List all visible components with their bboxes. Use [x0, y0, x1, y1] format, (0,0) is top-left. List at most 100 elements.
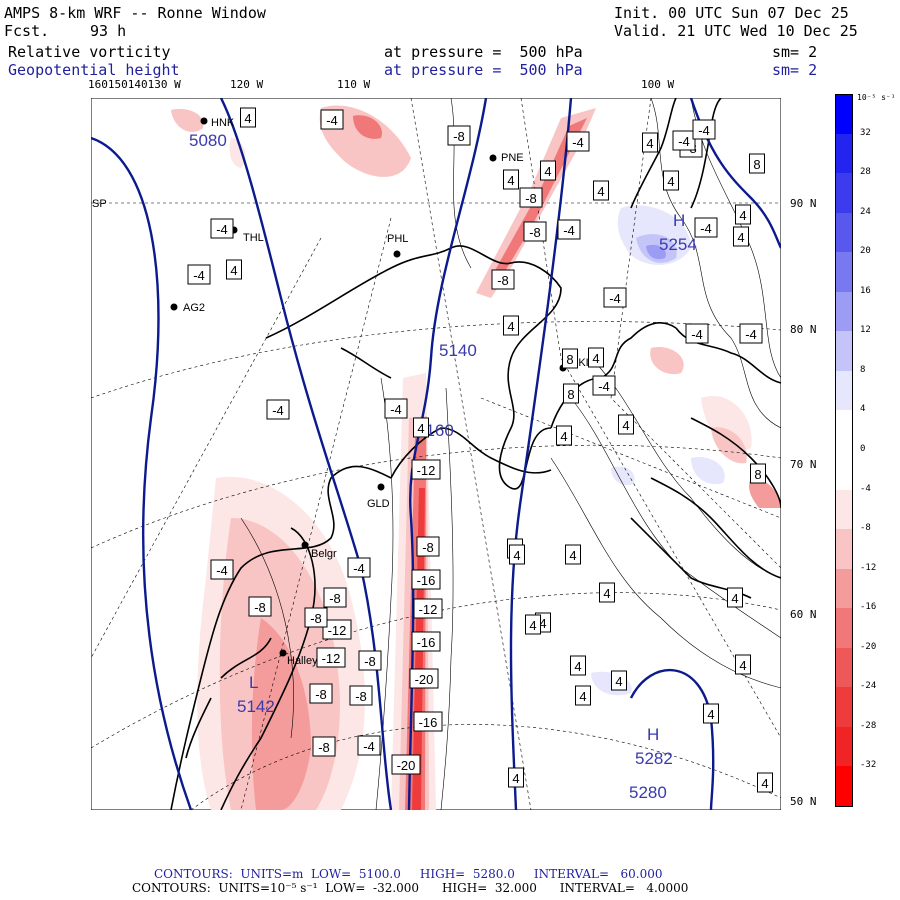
vorticity-label-box [694, 217, 718, 238]
vorticity-label: 4 [707, 707, 714, 722]
vorticity-label: -20 [415, 672, 434, 687]
lat-label: 80 N [790, 323, 817, 336]
station-label: Halley [287, 655, 318, 667]
vorticity-label: -12 [419, 602, 438, 617]
vorticity-label-box [316, 647, 346, 668]
vorticity-label-box [413, 711, 443, 732]
vorticity-label-box [210, 559, 234, 580]
vorticity-label-box [618, 414, 634, 435]
height-label: 5254 [659, 235, 697, 254]
vorticity-label: 4 [539, 616, 546, 631]
lon-label: 110 W [337, 78, 371, 91]
vorticity-label: 4 [560, 429, 567, 444]
scale-cell [835, 331, 853, 371]
vorticity-label-box [735, 204, 751, 225]
vorticity-label: -4 [216, 222, 228, 237]
vorticity-label: -8 [422, 540, 434, 555]
vorticity-label-box [409, 668, 439, 689]
scale-tick-label: -8 [860, 523, 871, 534]
scale-tick-label: 32 [860, 127, 871, 138]
scale-tick-label: -16 [860, 602, 877, 613]
field2-pressure: at pressure = 500 hPa [384, 61, 583, 79]
vorticity-label: -12 [322, 651, 341, 666]
vorticity-label-box [411, 631, 441, 652]
vorticity-label: 4 [622, 418, 629, 433]
scale-cell [835, 291, 853, 332]
vorticity-label-box [557, 219, 581, 240]
scale-tick-label: 8 [860, 364, 866, 375]
scale-tick-label: -24 [860, 681, 877, 692]
vorticity-label-box [508, 767, 524, 788]
height-label: 5280 [629, 783, 667, 802]
vorticity-label-box [575, 685, 591, 706]
scale-cell [835, 687, 853, 727]
vorticity-label-box [411, 569, 441, 590]
vorticity-label: -8 [254, 600, 266, 615]
vorticity-label: 4 [667, 174, 674, 189]
scale-cell [835, 726, 853, 767]
vorticity-label: -4 [678, 134, 690, 149]
scale-cell [835, 489, 853, 530]
vorticity-label-box [210, 218, 234, 239]
vorticity-label-box [266, 399, 290, 420]
vorticity-label: -4 [272, 403, 284, 418]
vorticity-label: 4 [579, 689, 586, 704]
vorticity-label: -16 [419, 715, 438, 730]
forecast-hour: 93 h [90, 22, 127, 40]
vorticity-label: -4 [216, 563, 228, 578]
vorticity-label: -4 [326, 113, 338, 128]
scale-cell [835, 94, 853, 135]
vorticity-label-box [685, 323, 709, 344]
vorticity-label: 4 [244, 111, 251, 126]
vorticity-label-box [556, 425, 572, 446]
vorticity-label-box [413, 417, 429, 438]
vorticity-label: 4 [529, 618, 536, 633]
vorticity-label: -8 [315, 687, 327, 702]
vorticity-label: -20 [397, 758, 416, 773]
vorticity-label: -4 [363, 739, 375, 754]
scale-tick-label: -12 [860, 562, 877, 573]
vorticity-label-box [727, 587, 743, 608]
scale-tick-label: -20 [860, 641, 877, 652]
footer-vorticity-contours: CONTOURS: UNITS=10⁻⁵ s⁻¹ LOW= -32.000 HI… [132, 881, 689, 895]
vorticity-label-box [562, 348, 578, 369]
vorticity-label: -12 [417, 463, 436, 478]
vorticity-label-box [503, 315, 519, 336]
scale-tick-label: 4 [860, 404, 866, 415]
scale-tick-label: 28 [860, 167, 871, 178]
vorticity-label-box [312, 736, 336, 757]
vorticity-label-box [663, 170, 679, 191]
vorticity-label-box [391, 754, 421, 775]
lat-label: 60 N [790, 608, 817, 621]
vorticity-label-box [491, 269, 515, 290]
scale-tick-label: 12 [860, 325, 871, 336]
high-marker: H [647, 725, 659, 744]
station-label: HNK [211, 117, 235, 129]
vorticity-label: 4 [731, 591, 738, 606]
vorticity-label: 8 [754, 467, 761, 482]
vorticity-label: -4 [353, 561, 365, 576]
height-labels: 5080 5140 5160 5254 5142 5282 5280 L H H [189, 131, 697, 802]
vorticity-label-box [240, 107, 256, 128]
vorticity-label: -4 [745, 327, 757, 342]
vorticity-label: 4 [739, 208, 746, 223]
vorticity-label: -8 [355, 689, 367, 704]
map-title: AMPS 8-km WRF -- Ronne Window [4, 4, 266, 22]
station-label: THL [243, 232, 264, 244]
vorticity-label: -8 [310, 611, 322, 626]
vorticity-label-box [566, 131, 590, 152]
scale-units: 10⁻⁵ s⁻¹ [857, 93, 896, 102]
vorticity-label-box [322, 619, 352, 640]
vorticity-label: 4 [615, 674, 622, 689]
forecast-label: Fcst. [4, 22, 50, 40]
vorticity-label-box [416, 536, 440, 557]
scale-cell [835, 410, 853, 450]
vorticity-label-box [519, 187, 543, 208]
scale-cell [835, 766, 853, 807]
vorticity-label: -4 [609, 291, 621, 306]
scale-cell [835, 212, 853, 253]
vorticity-label-box [563, 383, 579, 404]
vorticity-label: -8 [529, 225, 541, 240]
vorticity-label-box [309, 683, 333, 704]
vorticity-label: 8 [566, 352, 573, 367]
